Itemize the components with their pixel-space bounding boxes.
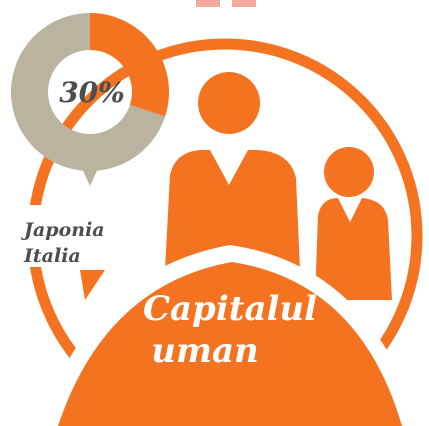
collar (338, 198, 362, 222)
text-bg (18, 205, 128, 267)
head (324, 147, 374, 197)
collar (210, 150, 248, 185)
legend-item: Japonia (21, 219, 105, 241)
donut-slice (90, 13, 170, 117)
title-line: Capitalul (143, 289, 317, 329)
deco (196, 0, 220, 7)
deco (232, 0, 256, 7)
donut-label: 30% (59, 76, 125, 109)
head (198, 72, 260, 134)
donut-rest (11, 13, 166, 171)
donut (11, 13, 170, 186)
title-line: uman (151, 331, 258, 371)
mound (58, 262, 402, 426)
body (315, 198, 392, 300)
legend-item: Italia (23, 245, 81, 267)
deco (80, 270, 105, 300)
body (165, 150, 300, 270)
